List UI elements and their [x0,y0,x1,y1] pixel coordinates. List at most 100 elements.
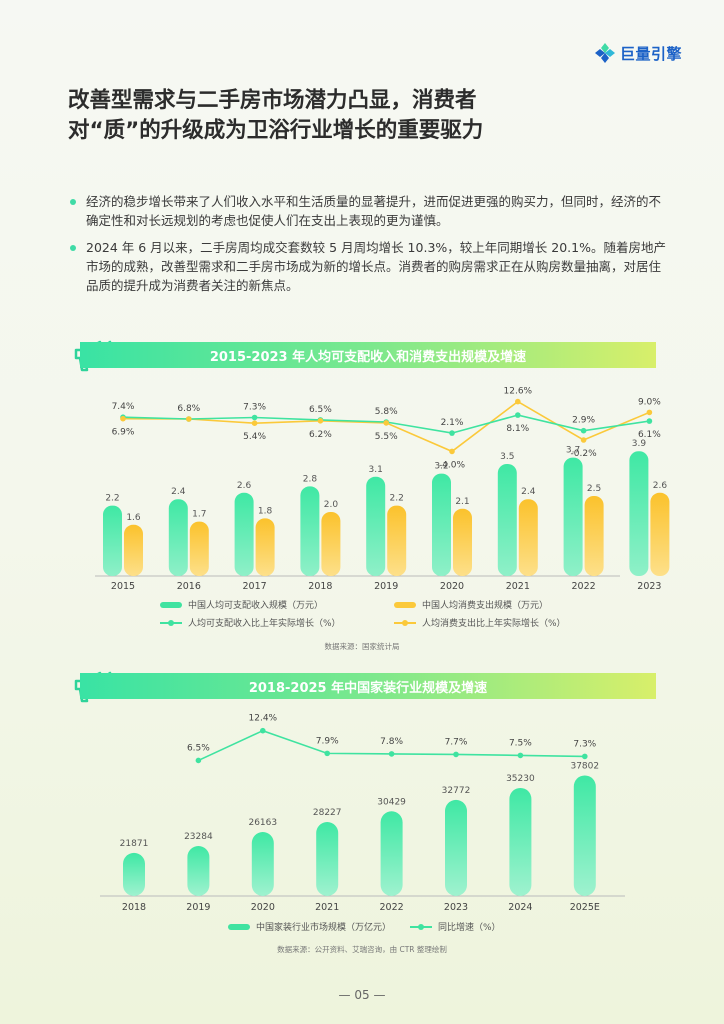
legend-swatch [160,601,182,608]
income-bar [234,492,254,576]
consume-bar-label: 2.0 [324,500,339,510]
legend-item-consume-bar: 中国人均消费支出规模（万元） [394,598,548,611]
consume-bar [453,508,472,576]
income-growth-label: 6.8% [177,404,200,414]
consume-growth-point [317,418,324,424]
income-bar [366,476,386,576]
market-size-label: 26163 [248,818,277,828]
bullet-item: 2024 年 6 月以来，二手房周均成交套数较 5 月周均增长 10.3%，较上… [68,238,668,295]
consume-bar [584,496,604,576]
market-size-bar [573,775,596,896]
income-bar-label: 3.1 [369,465,383,475]
consume-growth-label: 6.9% [112,428,135,438]
legend-label: 同比增速（%） [438,923,501,933]
x-tick-label: 2017 [243,581,267,592]
market-size-label: 21871 [120,839,149,849]
x-tick-label: 2021 [506,581,530,592]
growth-point [517,752,524,759]
consume-growth-point [251,420,258,426]
consume-bar-label: 2.4 [521,487,536,497]
market-size-label: 28227 [313,808,342,818]
chart2-legend: 中国家装行业市场规模（万亿元） 同比增速（%） [0,920,724,934]
market-size-bar [187,846,210,896]
market-size-label: 37802 [570,761,599,771]
growth-label: 7.9% [316,736,339,746]
consume-growth-point [580,437,587,443]
chart1-title: 2015-2023 年人均可支配收入和消费支出规模及增速 [209,349,527,365]
page-title-line-1: 改善型需求与二手房市场潜力凸显，消费者 [68,88,477,113]
growth-point [582,753,588,760]
income-bar [168,499,188,576]
income-bar [432,473,451,576]
income-bar [563,457,583,576]
consume-bar [518,499,538,576]
income-bar-label: 3.7 [566,446,580,456]
consume-growth-label: 5.5% [375,432,398,442]
legend-item-income-line: 人均可支配收入比上年实际增长（%） [160,616,341,629]
growth-point [324,750,331,757]
consume-growth-label: 6.2% [309,430,332,440]
legend-swatch [394,619,416,626]
growth-point [195,757,202,764]
income-growth-label: 2.9% [572,416,595,426]
bullet-item: 经济的稳步增长带来了人们收入水平和生活质量的显著提升，进而促进更强的购买力，但同… [68,192,668,230]
growth-label: 12.4% [249,714,278,724]
x-tick-label: 2015 [111,581,135,592]
market-size-bar [380,811,403,896]
growth-label: 6.5% [187,743,210,753]
legend-label: 中国人均消费支出规模（万元） [422,601,549,611]
growth-point [260,727,266,734]
market-size-label: 30429 [377,797,406,807]
chart2-banner: 2018-2025 年中国家装行业规模及增速 [80,673,656,699]
income-bar-label: 3.2 [434,462,448,472]
legend-item-growth-line: 同比增速（%） [410,920,501,933]
x-tick-label: 2016 [177,581,201,592]
consume-growth-label: -4.0% [439,460,466,470]
page-title-line-2: 对“质”的升级成为卫浴行业增长的重要驱力 [68,118,484,143]
market-size-label: 35230 [506,774,535,784]
market-size-label: 23284 [184,832,213,842]
market-size-bar [509,787,532,896]
income-bar-label: 2.2 [105,494,119,504]
x-tick-label: 2021 [315,902,339,913]
x-tick-label: 2025E [570,902,600,913]
market-size-label: 32772 [442,786,471,796]
income-growth-point [515,412,521,418]
income-bar [103,505,122,576]
consume-bar-label: 2.6 [653,481,668,491]
consume-growth-point [186,416,192,422]
legend-label: 人均可支配收入比上年实际增长（%） [188,619,341,629]
consume-bar-label: 1.6 [126,513,141,523]
legend-swatch [160,619,182,626]
bullet-list: 经济的稳步增长带来了人们收入水平和生活质量的显著提升，进而促进更强的购买力，但同… [68,192,668,303]
income-bar [300,486,320,576]
x-tick-label: 2024 [508,902,532,913]
consume-growth-label: -0.2% [571,449,598,459]
consume-growth-point [120,415,126,422]
consume-bar [387,505,407,576]
income-growth-label: 8.1% [506,424,529,434]
chart2-title: 2018-2025 年中国家装行业规模及增速 [248,680,488,696]
market-size-bar [316,821,339,896]
legend-swatch [394,601,416,608]
consume-bar-label: 1.7 [192,510,206,520]
market-size-bar [445,799,467,896]
income-growth-label: 6.1% [638,430,661,440]
legend-item-consume-line: 人均消费支出比上年实际增长（%） [394,616,566,629]
page-title: 改善型需求与二手房市场潜力凸显，消费者 对“质”的升级成为卫浴行业增长的重要驱力 [68,86,668,146]
income-growth-point [449,430,455,436]
income-bar-label: 3.9 [632,439,647,449]
page-number: — 05 — [338,988,386,1002]
chart1-banner: 2015-2023 年人均可支配收入和消费支出规模及增速 [80,342,656,368]
consume-bar [124,524,143,576]
income-bar-label: 2.4 [171,487,186,497]
income-growth-point [580,427,587,434]
legend-item-market-bar: 中国家装行业市场规模（万亿元） [228,920,391,933]
consume-bar [321,512,341,576]
legend-swatch [410,923,432,930]
income-growth-label: 2.1% [441,418,464,428]
growth-point [388,751,395,757]
chart1-svg: 2.2 1.6 2015 2.4 1.7 2016 2.6 1.8 2017 2.8 2.0 2018… [95,387,670,592]
income-growth-label: 7.3% [243,403,266,413]
consume-bar [189,521,209,576]
